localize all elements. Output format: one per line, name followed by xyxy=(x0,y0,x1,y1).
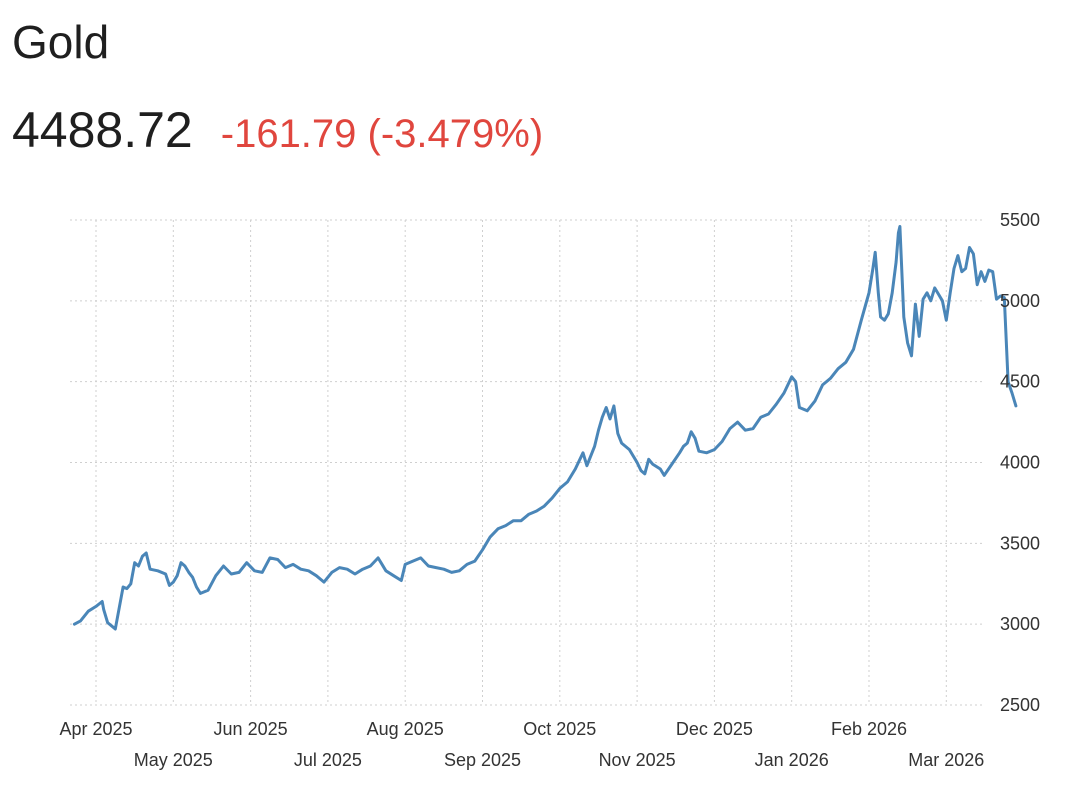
x-tick-label: Dec 2025 xyxy=(676,719,753,739)
gold-price-chart[interactable]: 5500 5000 4500 4000 3500 3000 2500 Apr 2025 Jun… xyxy=(0,180,1080,780)
x-tick-label: Apr 2025 xyxy=(59,719,132,739)
current-price: 4488.72 xyxy=(12,102,193,158)
y-tick-label: 4500 xyxy=(1000,372,1040,392)
instrument-title: Gold xyxy=(12,16,110,68)
x-tick-label: Nov 2025 xyxy=(599,750,676,770)
price-change: -161.79 (-3.479%) xyxy=(220,112,544,156)
y-tick-label: 2500 xyxy=(1000,695,1040,715)
x-tick-label: Aug 2025 xyxy=(367,719,444,739)
y-tick-label: 4000 xyxy=(1000,453,1040,473)
y-tick-label: 3500 xyxy=(1000,533,1040,553)
y-tick-label: 5500 xyxy=(1000,210,1040,230)
y-tick-label: 5000 xyxy=(1000,291,1040,311)
y-axis-ticks: 5500 5000 4500 4000 3500 3000 2500 xyxy=(1000,210,1040,715)
grid xyxy=(70,219,985,706)
x-axis-ticks: Apr 2025 Jun 2025 Aug 2025 Oct 2025 Dec 2025… xyxy=(59,719,984,770)
x-tick-label: Jan 2026 xyxy=(755,750,829,770)
x-tick-label: Oct 2025 xyxy=(523,719,596,739)
y-tick-label: 3000 xyxy=(1000,614,1040,634)
x-tick-label: Sep 2025 xyxy=(444,750,521,770)
x-tick-label: Mar 2026 xyxy=(908,750,984,770)
series-line-gold xyxy=(72,225,1018,631)
x-tick-label: Jun 2025 xyxy=(214,719,288,739)
x-tick-label: Jul 2025 xyxy=(294,750,362,770)
x-tick-label: Feb 2026 xyxy=(831,719,907,739)
x-tick-label: May 2025 xyxy=(134,750,213,770)
series xyxy=(72,225,1018,631)
price-row: 4488.72 -161.79 (-3.479%) xyxy=(12,98,543,162)
